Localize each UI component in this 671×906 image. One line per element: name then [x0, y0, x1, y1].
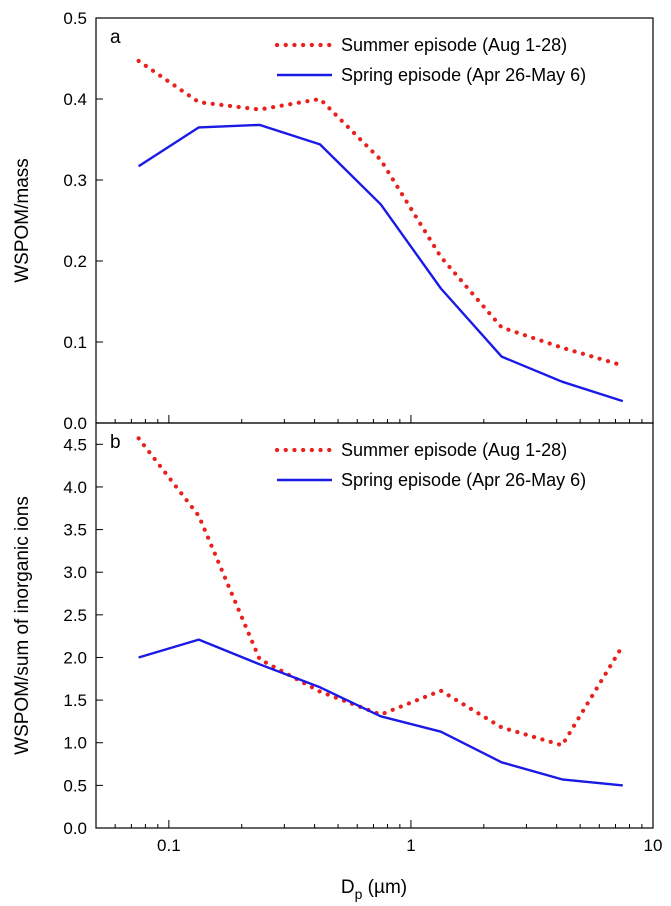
y-tick-label: 3.5	[63, 521, 87, 540]
y-tick-label: 0.0	[63, 414, 87, 433]
x-tick-label: 10	[644, 836, 663, 855]
y-tick-label: 4.0	[63, 478, 87, 497]
y-tick-label: 2.0	[63, 648, 87, 667]
y-tick-label: 2.5	[63, 606, 87, 625]
y-tick-label: 0.3	[63, 171, 87, 190]
y-tick-label: 0.0	[63, 819, 87, 838]
y-tick-label: 0.2	[63, 252, 87, 271]
series-line-spring	[138, 638, 623, 787]
panel-b: 0.0 0.5 1.0 1.5 2.0 2.5 3.0 3.5 4.0 4.5 WSPOM/sum …	[12, 422, 654, 838]
panel-a: 0.0 0.1 0.2 0.3 0.4 0.5 WSPOM/mass a Summer epis…	[12, 9, 654, 433]
y-tick-label: 4.5	[63, 435, 87, 454]
y-tick-label: 0.4	[63, 90, 87, 109]
x-tick-label: 0.1	[157, 836, 181, 855]
y-axis-title: WSPOM/mass	[12, 158, 33, 283]
legend-label: Spring episode (Apr 26-May 6)	[341, 65, 586, 85]
y-tick-label: 0.1	[63, 333, 87, 352]
y-tick-label: 1.5	[63, 691, 87, 710]
y-tick-label: 1.0	[63, 734, 87, 753]
x-axis-title: Dp (µm)	[341, 877, 407, 902]
legend-label: Spring episode (Apr 26-May 6)	[341, 470, 586, 490]
legend-label: Summer episode (Aug 1-28)	[341, 35, 567, 55]
series-line-spring	[137, 123, 624, 403]
series-line-summer	[136, 436, 625, 748]
y-tick-label: 0.5	[63, 776, 87, 795]
panel-frame	[95, 422, 654, 829]
panel-letter: b	[110, 432, 121, 453]
series-line-summer	[136, 58, 625, 368]
legend-label: Summer episode (Aug 1-28)	[341, 440, 567, 460]
y-axis-title: WSPOM/sum of inorganic ions	[12, 496, 33, 755]
panel-letter: a	[110, 27, 121, 48]
y-tick-label: 0.5	[63, 9, 87, 28]
y-tick-label: 3.0	[63, 563, 87, 582]
x-tick-label: 1	[406, 836, 415, 855]
